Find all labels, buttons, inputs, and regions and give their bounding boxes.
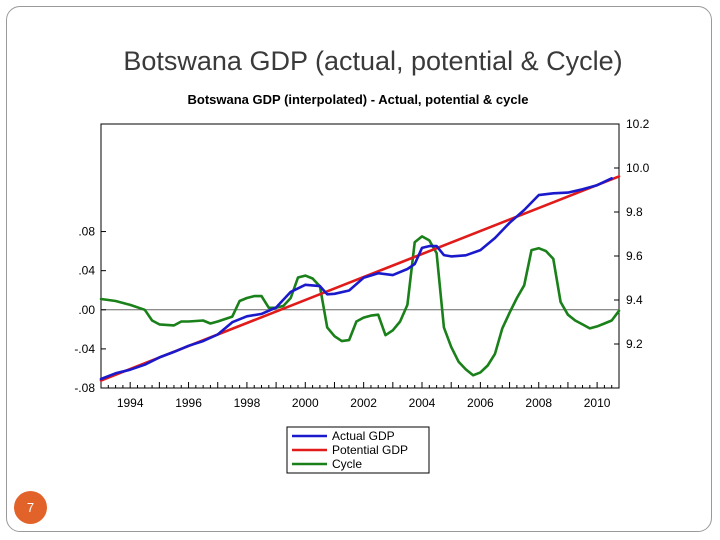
y-left-tick-label: .00 <box>78 303 95 317</box>
x-tick-label: 1994 <box>117 396 144 410</box>
page-number-badge: 7 <box>14 491 47 524</box>
series-line-actual-gdp <box>99 177 614 381</box>
legend-label: Potential GDP <box>332 443 408 457</box>
y-left-tick-label: -.04 <box>74 342 95 356</box>
x-tick-label: 2010 <box>584 396 611 410</box>
y-right-tick-label: 9.6 <box>626 249 643 263</box>
y-right-tick-label: 9.4 <box>626 293 643 307</box>
y-right-tick-label: 10.0 <box>626 161 650 175</box>
page-number: 7 <box>26 500 35 515</box>
y-left-tick-label: -.08 <box>74 381 95 395</box>
y-right-tick-label: 9.2 <box>626 337 643 351</box>
x-tick-label: 1998 <box>234 396 261 410</box>
slide-frame <box>6 6 712 532</box>
x-tick-label: 2008 <box>525 396 552 410</box>
x-tick-label: 1996 <box>175 396 202 410</box>
chart-title: Botswana GDP (interpolated) - Actual, po… <box>188 92 529 107</box>
plot-frame <box>100 123 620 389</box>
legend-label: Cycle <box>332 457 362 471</box>
x-tick-label: 2004 <box>409 396 436 410</box>
x-tick-label: 2002 <box>350 396 377 410</box>
legend-label: Actual GDP <box>332 429 395 443</box>
x-tick-label: 2006 <box>467 396 494 410</box>
y-right-tick-label: 10.2 <box>626 117 650 131</box>
y-left-tick-label: .04 <box>78 264 95 278</box>
series-line-cycle <box>99 235 621 377</box>
slide-title: Botswana GDP (actual, potential & Cycle) <box>123 46 623 76</box>
x-tick-label: 2000 <box>292 396 319 410</box>
y-right-tick-label: 9.8 <box>626 205 643 219</box>
y-left-tick-label: .08 <box>78 225 95 239</box>
